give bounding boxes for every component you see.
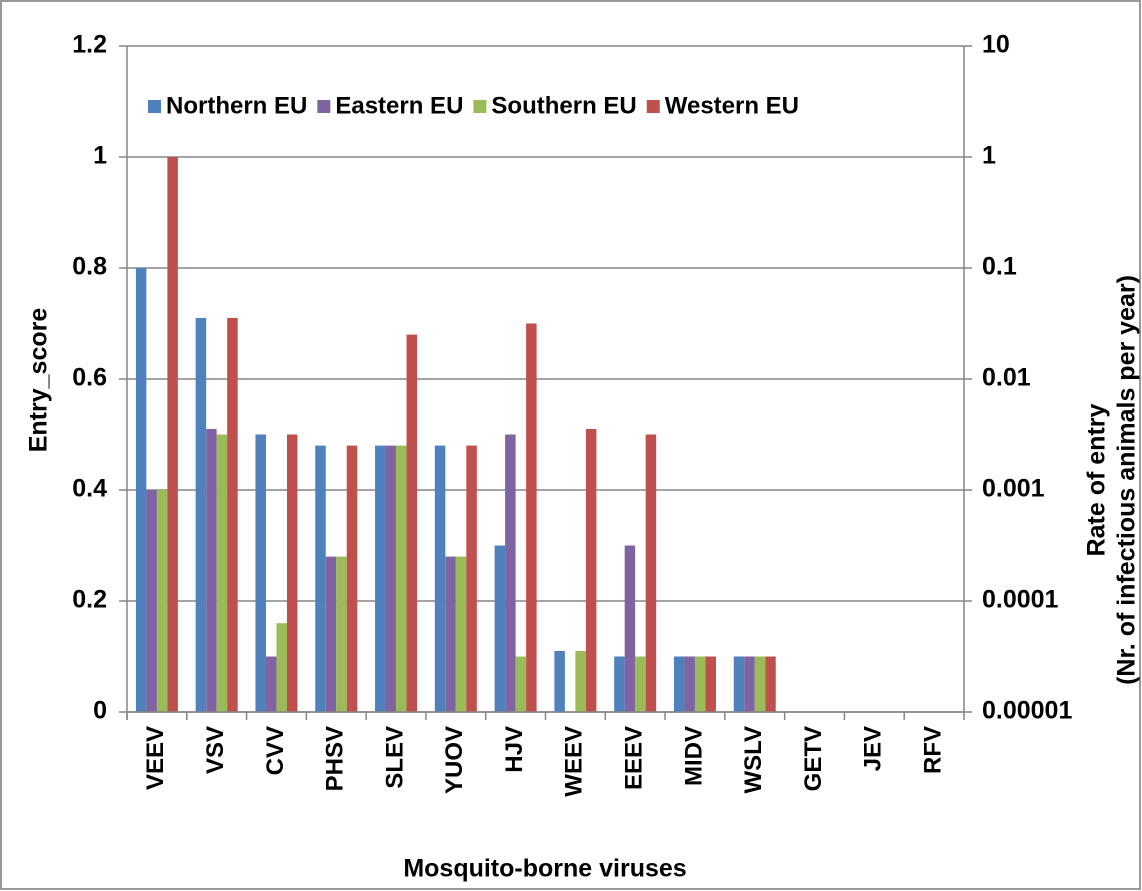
bar bbox=[494, 545, 506, 712]
bar bbox=[614, 656, 625, 712]
bar bbox=[645, 434, 657, 712]
x-tick-label: VEEV bbox=[142, 726, 169, 790]
bar bbox=[406, 334, 418, 712]
x-tick-label: PHSV bbox=[322, 726, 349, 791]
x-tick-label: HJV bbox=[501, 726, 528, 773]
bar bbox=[227, 317, 238, 712]
bar bbox=[673, 656, 685, 712]
bar bbox=[694, 656, 706, 712]
x-tick-label: EEEV bbox=[621, 726, 648, 790]
bar bbox=[276, 623, 287, 712]
x-tick-label: WEEV bbox=[561, 726, 588, 797]
bar bbox=[585, 428, 597, 712]
y-tick-label: 0.8 bbox=[72, 253, 107, 281]
x-tick-label: GETV bbox=[800, 726, 827, 791]
x-tick-label: CVV bbox=[262, 726, 289, 775]
bar bbox=[156, 490, 168, 712]
bar bbox=[505, 434, 516, 712]
bar bbox=[396, 445, 407, 712]
legend-label: Northern EU bbox=[166, 92, 307, 119]
bar bbox=[265, 656, 277, 712]
x-tick-label: JEV bbox=[860, 726, 887, 771]
x-tick-label: VSV bbox=[202, 726, 229, 774]
bar bbox=[146, 490, 157, 712]
bar bbox=[624, 545, 636, 712]
y2-tick-label: 0.1 bbox=[982, 253, 1017, 281]
y2-tick-label: 1 bbox=[982, 142, 996, 170]
legend-label: Western EU bbox=[665, 92, 799, 119]
bar bbox=[325, 556, 337, 712]
y2-tick-label: 0.001 bbox=[982, 475, 1045, 503]
y-tick-label: 0.6 bbox=[72, 364, 107, 392]
legend-swatch bbox=[148, 100, 161, 113]
bar bbox=[635, 656, 646, 712]
bar bbox=[167, 157, 178, 712]
bar bbox=[705, 656, 716, 712]
y2-tick-label: 0.00001 bbox=[982, 697, 1072, 725]
y2-tick-label: 10 bbox=[982, 31, 1010, 59]
y-tick-label: 0 bbox=[93, 697, 107, 725]
y2-axis-label: (Nr. of infectious animals per year) bbox=[1113, 275, 1141, 685]
bar bbox=[206, 428, 217, 712]
bar bbox=[466, 445, 477, 712]
bar bbox=[216, 434, 228, 712]
bar bbox=[684, 656, 695, 712]
y-tick-label: 1.2 bbox=[72, 31, 107, 59]
legend-label: Southern EU bbox=[491, 92, 636, 119]
x-tick-label: YUOV bbox=[441, 726, 468, 794]
bar bbox=[515, 656, 527, 712]
bar bbox=[526, 323, 537, 712]
bar bbox=[255, 434, 266, 712]
bar bbox=[554, 650, 565, 712]
legend-label: Eastern EU bbox=[335, 92, 463, 119]
bar bbox=[286, 434, 298, 712]
bar bbox=[733, 656, 745, 712]
legend-swatch bbox=[646, 100, 660, 113]
bar bbox=[336, 556, 347, 712]
x-axis-label: Mosquito-borne viruses bbox=[403, 855, 686, 883]
x-tick-label: WSLV bbox=[740, 726, 767, 794]
x-tick-label: SLEV bbox=[381, 726, 408, 789]
bar bbox=[445, 556, 456, 712]
x-tick-label: MIDV bbox=[680, 726, 707, 786]
bar bbox=[135, 268, 147, 712]
bar bbox=[575, 650, 586, 712]
y-tick-label: 0.4 bbox=[72, 475, 107, 503]
y2-tick-label: 0.01 bbox=[982, 364, 1031, 392]
bar bbox=[385, 445, 397, 712]
legend-swatch bbox=[317, 100, 331, 113]
legend-swatch bbox=[473, 100, 487, 113]
bar bbox=[315, 445, 326, 712]
y-tick-label: 0.2 bbox=[72, 586, 107, 614]
bar bbox=[195, 317, 207, 712]
y-tick-label: 1 bbox=[93, 142, 107, 170]
y2-axis-label: Rate of entry bbox=[1083, 404, 1111, 557]
bar bbox=[375, 445, 386, 712]
bar bbox=[346, 445, 358, 712]
x-tick-label: RFV bbox=[919, 726, 946, 774]
bar bbox=[744, 656, 755, 712]
bar bbox=[455, 556, 467, 712]
bar bbox=[765, 656, 776, 712]
bar bbox=[754, 656, 766, 712]
y-axis-label: Entry_score bbox=[25, 308, 53, 453]
bar bbox=[434, 445, 446, 712]
y2-tick-label: 0.0001 bbox=[982, 586, 1059, 614]
